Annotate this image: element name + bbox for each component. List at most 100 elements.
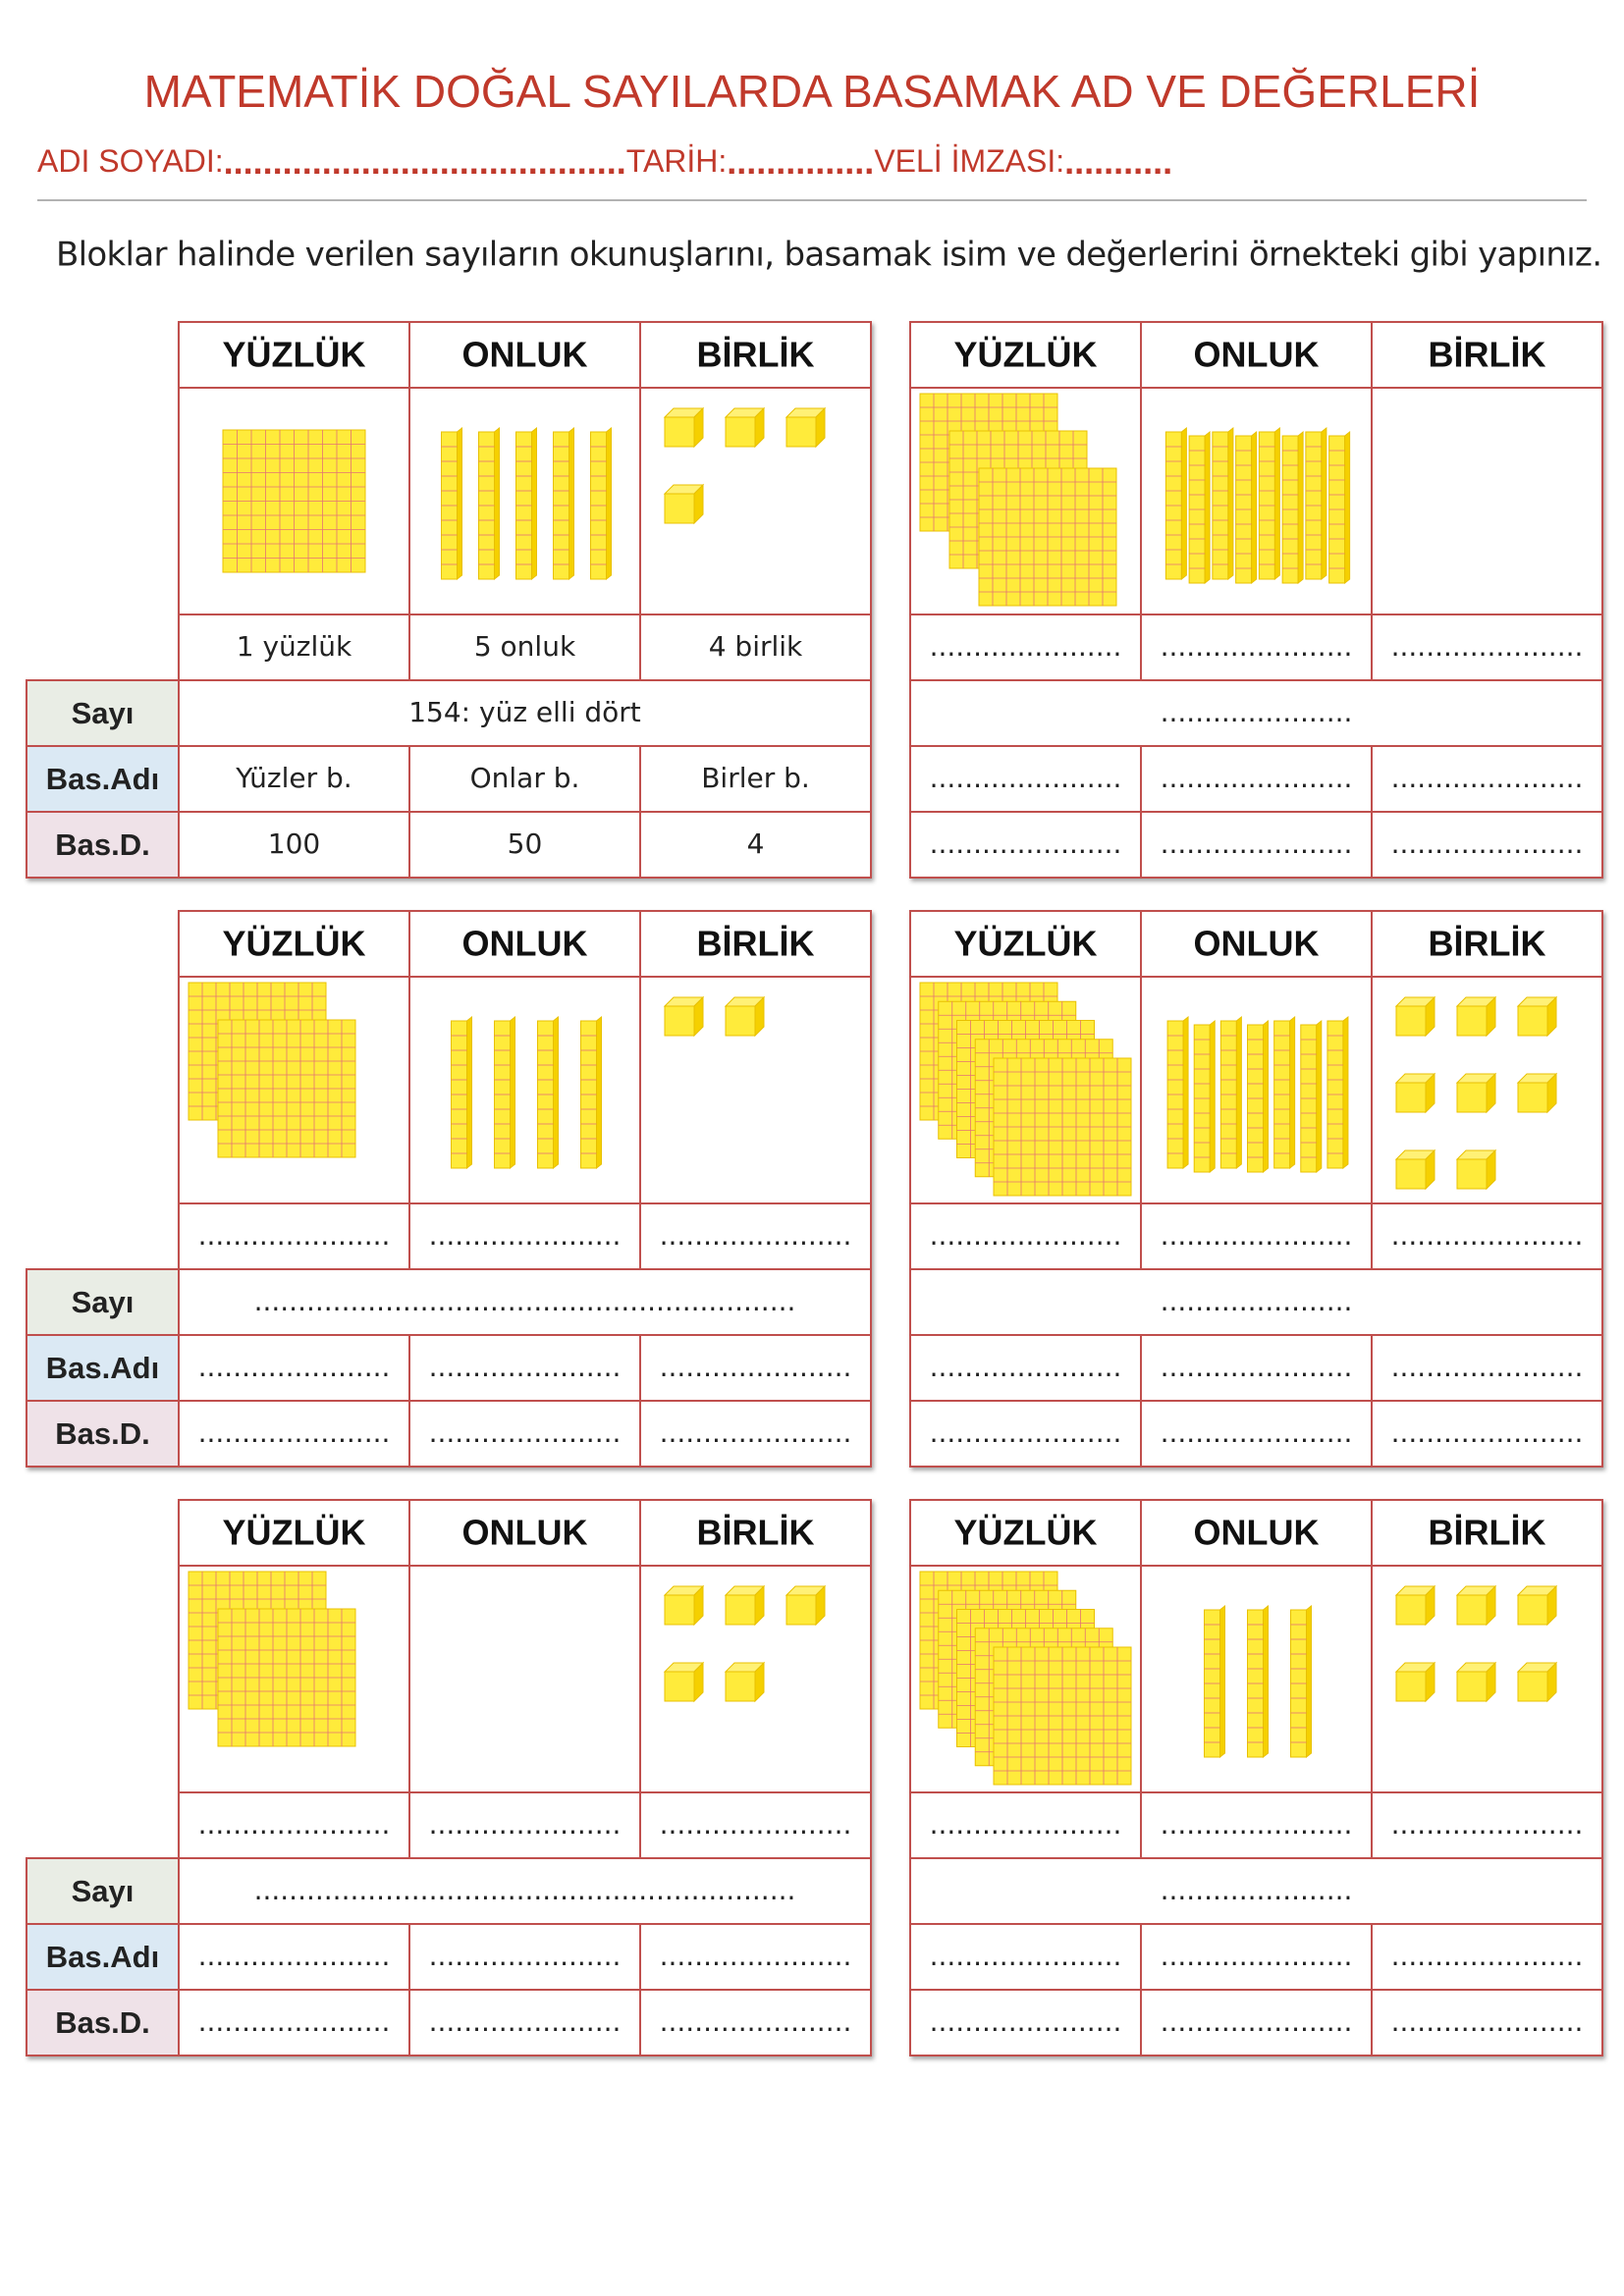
number-cell: [909, 1857, 1603, 1925]
sign-dots: ...........: [1064, 141, 1172, 182]
value-cell: [1371, 1400, 1603, 1468]
number-text: ......................: [1161, 1285, 1353, 1317]
number-cell: [909, 679, 1603, 747]
row-label-cell: [26, 1268, 180, 1336]
column-header: ONLUK: [1194, 335, 1320, 375]
place-value: 4: [747, 828, 765, 860]
place-value: ......................: [1161, 1416, 1353, 1449]
count-cell: [1371, 614, 1603, 681]
row-label: Sayı: [72, 696, 135, 730]
row-label: Bas.Adı: [46, 1940, 159, 1974]
count-text: ......................: [198, 1219, 391, 1252]
header-cell: [1371, 910, 1603, 978]
rod-side: [1321, 426, 1327, 581]
count-text: ......................: [1391, 1219, 1584, 1252]
one-cube: [1456, 1158, 1488, 1190]
header-cell: [408, 1499, 641, 1567]
column-header: ONLUK: [462, 924, 588, 964]
row-label: Bas.D.: [55, 1416, 149, 1451]
header-cell: [639, 910, 872, 978]
value-cell: [408, 1400, 641, 1468]
count-text: ......................: [930, 1808, 1122, 1841]
rod-side: [606, 426, 612, 581]
place-name: ......................: [930, 1940, 1122, 1972]
column-header: BİRLİK: [697, 335, 815, 375]
row-label: Bas.D.: [55, 2005, 149, 2040]
column-header: YÜZLÜK: [223, 335, 366, 375]
place-value: ......................: [930, 1416, 1122, 1449]
count-text: ......................: [1391, 1808, 1584, 1841]
row-label: Bas.D.: [55, 828, 149, 862]
value-cell: [909, 1989, 1142, 2056]
blocks: [919, 1571, 1558, 1786]
name-cell: [178, 1923, 410, 1991]
one-cube: [1456, 1082, 1488, 1113]
row-label-cell: [26, 745, 180, 813]
instruction: Bloklar halinde verilen sayıların okunuş…: [56, 236, 1602, 275]
column-header: ONLUK: [1194, 1513, 1320, 1553]
place-name: ......................: [1391, 1940, 1584, 1972]
count-text: ......................: [930, 630, 1122, 663]
place-name: ......................: [1161, 1940, 1353, 1972]
number-text: ......................: [1161, 696, 1353, 728]
rod-side: [1263, 1019, 1269, 1174]
value-cell: [1140, 811, 1373, 879]
value-cell: [1140, 1989, 1373, 2056]
one-cube: [785, 1594, 817, 1626]
row-label-cell: [26, 1400, 180, 1468]
rod-side: [1344, 430, 1351, 585]
one-cube: [725, 1594, 756, 1626]
one-cube: [1517, 1082, 1548, 1113]
name-cell: [639, 745, 872, 813]
one-cube: [1456, 1005, 1488, 1037]
name-cell: [408, 745, 641, 813]
value-cell: [408, 811, 641, 879]
column-header: YÜZLÜK: [954, 335, 1098, 375]
rod-side: [1251, 430, 1258, 585]
value-cell: [909, 1400, 1142, 1468]
date-label: TARİH:: [626, 143, 728, 179]
column-header: BİRLİK: [1429, 335, 1546, 375]
rod-side: [1235, 1015, 1242, 1170]
count-text: ......................: [930, 1219, 1122, 1252]
column-header: YÜZLÜK: [223, 1513, 366, 1553]
name-line: ADI SOYADI:.............................…: [37, 141, 1172, 182]
count-cell: [909, 614, 1142, 681]
rod-side: [466, 1015, 472, 1170]
place-value: ......................: [198, 1416, 391, 1449]
count-text: ......................: [1391, 630, 1584, 663]
place-value: ......................: [1391, 1416, 1584, 1449]
one-cube: [664, 1005, 695, 1037]
column-header: BİRLİK: [697, 1513, 815, 1553]
sign-label: VELİ İMZASI:: [874, 143, 1064, 179]
blocks: [222, 406, 827, 581]
rod-side: [1204, 430, 1211, 585]
number-text: ........................................…: [254, 1285, 796, 1317]
place-value: ......................: [660, 1416, 852, 1449]
place-value: ......................: [1161, 828, 1353, 860]
panel: [26, 1499, 872, 2056]
place-name: ......................: [429, 1351, 622, 1383]
place-name: ......................: [930, 1351, 1122, 1383]
count-text: ......................: [1161, 1808, 1353, 1841]
column-header: BİRLİK: [1429, 1513, 1546, 1553]
number-text: ........................................…: [254, 1874, 796, 1906]
count-cell: [178, 1202, 410, 1270]
rod-side: [1306, 1604, 1312, 1759]
value-cell: [639, 1989, 872, 2056]
title: MATEMATİK DOĞAL SAYILARDA BASAMAK AD VE …: [144, 66, 1481, 117]
place-name: ......................: [1161, 762, 1353, 794]
value-cell: [1140, 1400, 1373, 1468]
value-cell: [1371, 811, 1603, 879]
rod-side: [1180, 426, 1187, 581]
row-label: Bas.Adı: [46, 762, 159, 796]
blocks: [188, 982, 766, 1170]
header-cell: [909, 321, 1142, 389]
count-cell: [408, 1202, 641, 1270]
one-cube: [1517, 1005, 1548, 1037]
rod-side: [531, 426, 537, 581]
image-cell: [408, 1565, 641, 1793]
header-cell: [1371, 1499, 1603, 1567]
name-cell: [909, 1923, 1142, 1991]
